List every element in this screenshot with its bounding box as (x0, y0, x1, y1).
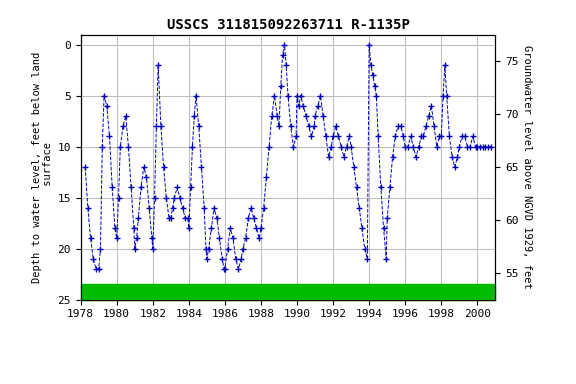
Y-axis label: Depth to water level, feet below land
 surface: Depth to water level, feet below land su… (32, 51, 53, 283)
Title: USSCS 311815092263711 R-1135P: USSCS 311815092263711 R-1135P (166, 18, 410, 32)
Y-axis label: Groundwater level above NGVD 1929, feet: Groundwater level above NGVD 1929, feet (522, 45, 532, 289)
